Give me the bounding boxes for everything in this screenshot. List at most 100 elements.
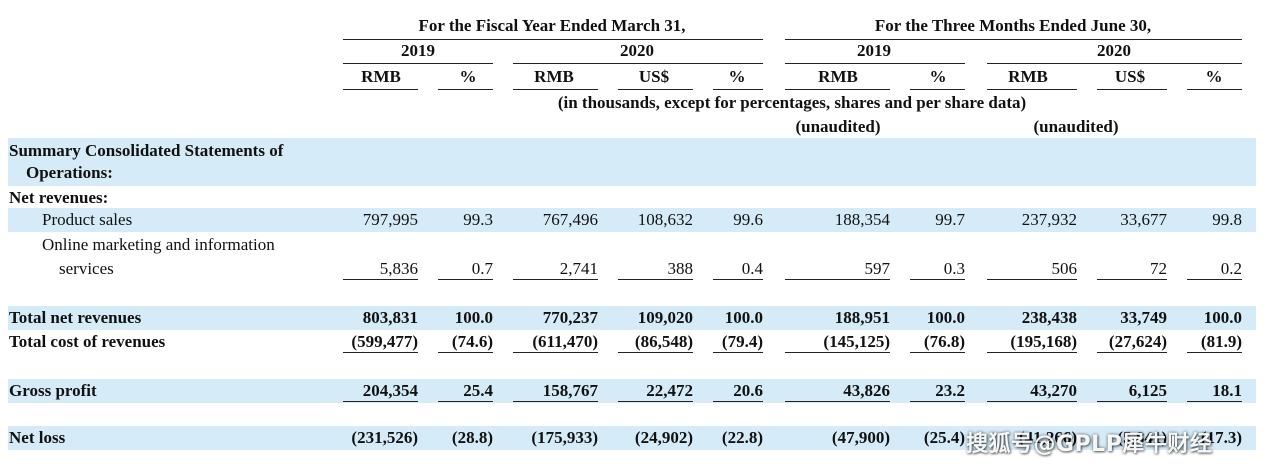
table-cell: 108,632 bbox=[637, 210, 693, 229]
table-cell: 100.0 bbox=[454, 308, 493, 327]
table-cell: (86,548) bbox=[618, 330, 693, 353]
header-unit: RMB bbox=[361, 67, 401, 86]
table-row-net-loss: (231,526) (28.8) (175,933) (24,902) (22.8) (4… bbox=[0, 426, 1266, 450]
table-cell: 238,438 bbox=[1021, 308, 1077, 327]
header-rule-unit bbox=[1187, 89, 1242, 90]
table-cell: 204,354 bbox=[343, 379, 418, 402]
watermark: 搜狐号@GPLP犀牛财经 bbox=[966, 432, 1213, 457]
band-net-loss bbox=[8, 426, 1256, 450]
table-cell: 99.7 bbox=[935, 210, 965, 229]
table-cell: 0.4 bbox=[713, 257, 763, 280]
header-rule-quarter bbox=[785, 39, 1242, 40]
table-row-gross-profit: 204,354 25.4 158,767 22,472 20.6 43,826 23.2 43… bbox=[0, 379, 1266, 403]
table-cell: 237,932 bbox=[1021, 210, 1077, 229]
table-cell: (25.4) bbox=[923, 428, 965, 447]
table-cell: (81.9) bbox=[1187, 330, 1242, 353]
header-year-quarter-2020: 2020 bbox=[1097, 41, 1131, 60]
header-unit: % bbox=[929, 67, 947, 86]
header-unit: RMB bbox=[534, 67, 574, 86]
header-rule-fiscal bbox=[343, 39, 763, 40]
header-unit: US$ bbox=[1114, 67, 1146, 86]
header-units-note: (in thousands, except for percentages, s… bbox=[557, 93, 1027, 112]
table-cell: 0.2 bbox=[1187, 257, 1242, 280]
table-cell: 100.0 bbox=[724, 308, 763, 327]
table-cell: (145,125) bbox=[785, 330, 890, 353]
table-cell: 33,749 bbox=[1120, 308, 1167, 327]
header-group-fiscal: For the Fiscal Year Ended March 31, bbox=[418, 16, 686, 35]
table-cell: 109,020 bbox=[637, 308, 693, 327]
table-cell: 33,677 bbox=[1120, 210, 1167, 229]
table-cell: (76.8) bbox=[910, 330, 965, 353]
band-product-sales bbox=[8, 208, 1256, 232]
table-cell: 100.0 bbox=[1203, 308, 1242, 327]
table-cell: (175,933) bbox=[531, 428, 598, 447]
table-cell: (17.3) bbox=[1200, 428, 1242, 447]
header-rule-year-4 bbox=[987, 63, 1242, 64]
table-cell: 188,951 bbox=[834, 308, 890, 327]
header-rule-unit bbox=[343, 89, 418, 90]
table-cell: 6,125 bbox=[1097, 379, 1167, 402]
table-cell: (195,168) bbox=[987, 330, 1077, 353]
table-cell: (74.6) bbox=[438, 330, 493, 353]
table-cell: 770,237 bbox=[542, 308, 598, 327]
header-rule-unit bbox=[513, 89, 598, 90]
header-unaudited-q2019: (unaudited) bbox=[795, 117, 881, 136]
header-rule-unit bbox=[910, 89, 965, 90]
table-cell: 72 bbox=[1097, 257, 1167, 280]
header-year-quarter-2019: 2019 bbox=[857, 41, 891, 60]
table-cell: (599,477) bbox=[343, 330, 418, 353]
table-cell: 158,767 bbox=[513, 379, 598, 402]
row-label-gross-profit: Gross profit bbox=[9, 381, 97, 400]
band-section-title bbox=[8, 138, 1256, 186]
row-label-online-marketing-cont: services bbox=[59, 259, 114, 278]
header-unit: % bbox=[728, 67, 746, 86]
table-cell: (22.8) bbox=[721, 428, 763, 447]
table-row-online-marketing: 5,836 0.7 2,741 388 0.4 597 0.3 506 72 0.2 bbox=[0, 257, 1266, 281]
header-unit: % bbox=[459, 67, 477, 86]
table-cell: (27,624) bbox=[1097, 330, 1167, 353]
table-cell: 43,826 bbox=[785, 379, 890, 402]
table-cell: (79.4) bbox=[713, 330, 763, 353]
table-row-total-net-revenues: 803,831 100.0 770,237 109,020 100.0 188,951 10… bbox=[0, 306, 1266, 330]
table-cell: 803,831 bbox=[362, 308, 418, 327]
header-rule-year-2 bbox=[513, 63, 763, 64]
header-rule-unit bbox=[618, 89, 693, 90]
header-year-fiscal-2020: 2020 bbox=[620, 41, 654, 60]
row-label-total-net-revenues: Total net revenues bbox=[9, 308, 142, 327]
row-label-total-cost: Total cost of revenues bbox=[9, 332, 166, 351]
table-cell: 22,472 bbox=[618, 379, 693, 402]
table-cell: 388 bbox=[618, 257, 693, 280]
table-cell: 99.8 bbox=[1212, 210, 1242, 229]
table-cell: 797,995 bbox=[362, 210, 418, 229]
band-total-net-revenues bbox=[8, 306, 1256, 330]
row-label-net-loss: Net loss bbox=[9, 428, 66, 447]
header-group-quarter: For the Three Months Ended June 30, bbox=[874, 16, 1152, 35]
header-rule-unit bbox=[713, 89, 763, 90]
table-row-total-cost: (599,477) (74.6) (611,470) (86,548) (79.4) (1… bbox=[0, 330, 1266, 354]
header-rule-unit bbox=[987, 89, 1077, 90]
table-row-product-sales: 797,995 99.3 767,496 108,632 99.6 188,354 99.7… bbox=[0, 208, 1266, 232]
table-cell: 20.6 bbox=[713, 379, 763, 402]
net-revenues-heading: Net revenues: bbox=[9, 188, 109, 207]
table-cell: 2,741 bbox=[513, 257, 598, 280]
header-unit: US$ bbox=[638, 67, 670, 86]
header-year-fiscal-2019: 2019 bbox=[401, 41, 435, 60]
table-cell: 0.3 bbox=[910, 257, 965, 280]
header-rule-year-3 bbox=[785, 63, 965, 64]
table-cell: 99.6 bbox=[733, 210, 763, 229]
table-cell: (611,470) bbox=[513, 330, 598, 353]
table-cell: 100.0 bbox=[926, 308, 965, 327]
table-cell: (24,902) bbox=[634, 428, 693, 447]
table-cell: 188,354 bbox=[834, 210, 890, 229]
table-cell: 506 bbox=[987, 257, 1077, 280]
table-cell: 25.4 bbox=[438, 379, 493, 402]
header-unit: % bbox=[1205, 67, 1223, 86]
table-cell: 43,270 bbox=[987, 379, 1077, 402]
section-title-cont: Operations: bbox=[26, 163, 113, 182]
table-cell: 99.3 bbox=[463, 210, 493, 229]
table-cell: 18.1 bbox=[1187, 379, 1242, 402]
table-cell: (5,841) bbox=[1117, 428, 1167, 447]
table-cell: (41,266) bbox=[1018, 428, 1077, 447]
table-cell: 767,496 bbox=[542, 210, 598, 229]
header-unit: RMB bbox=[818, 67, 858, 86]
